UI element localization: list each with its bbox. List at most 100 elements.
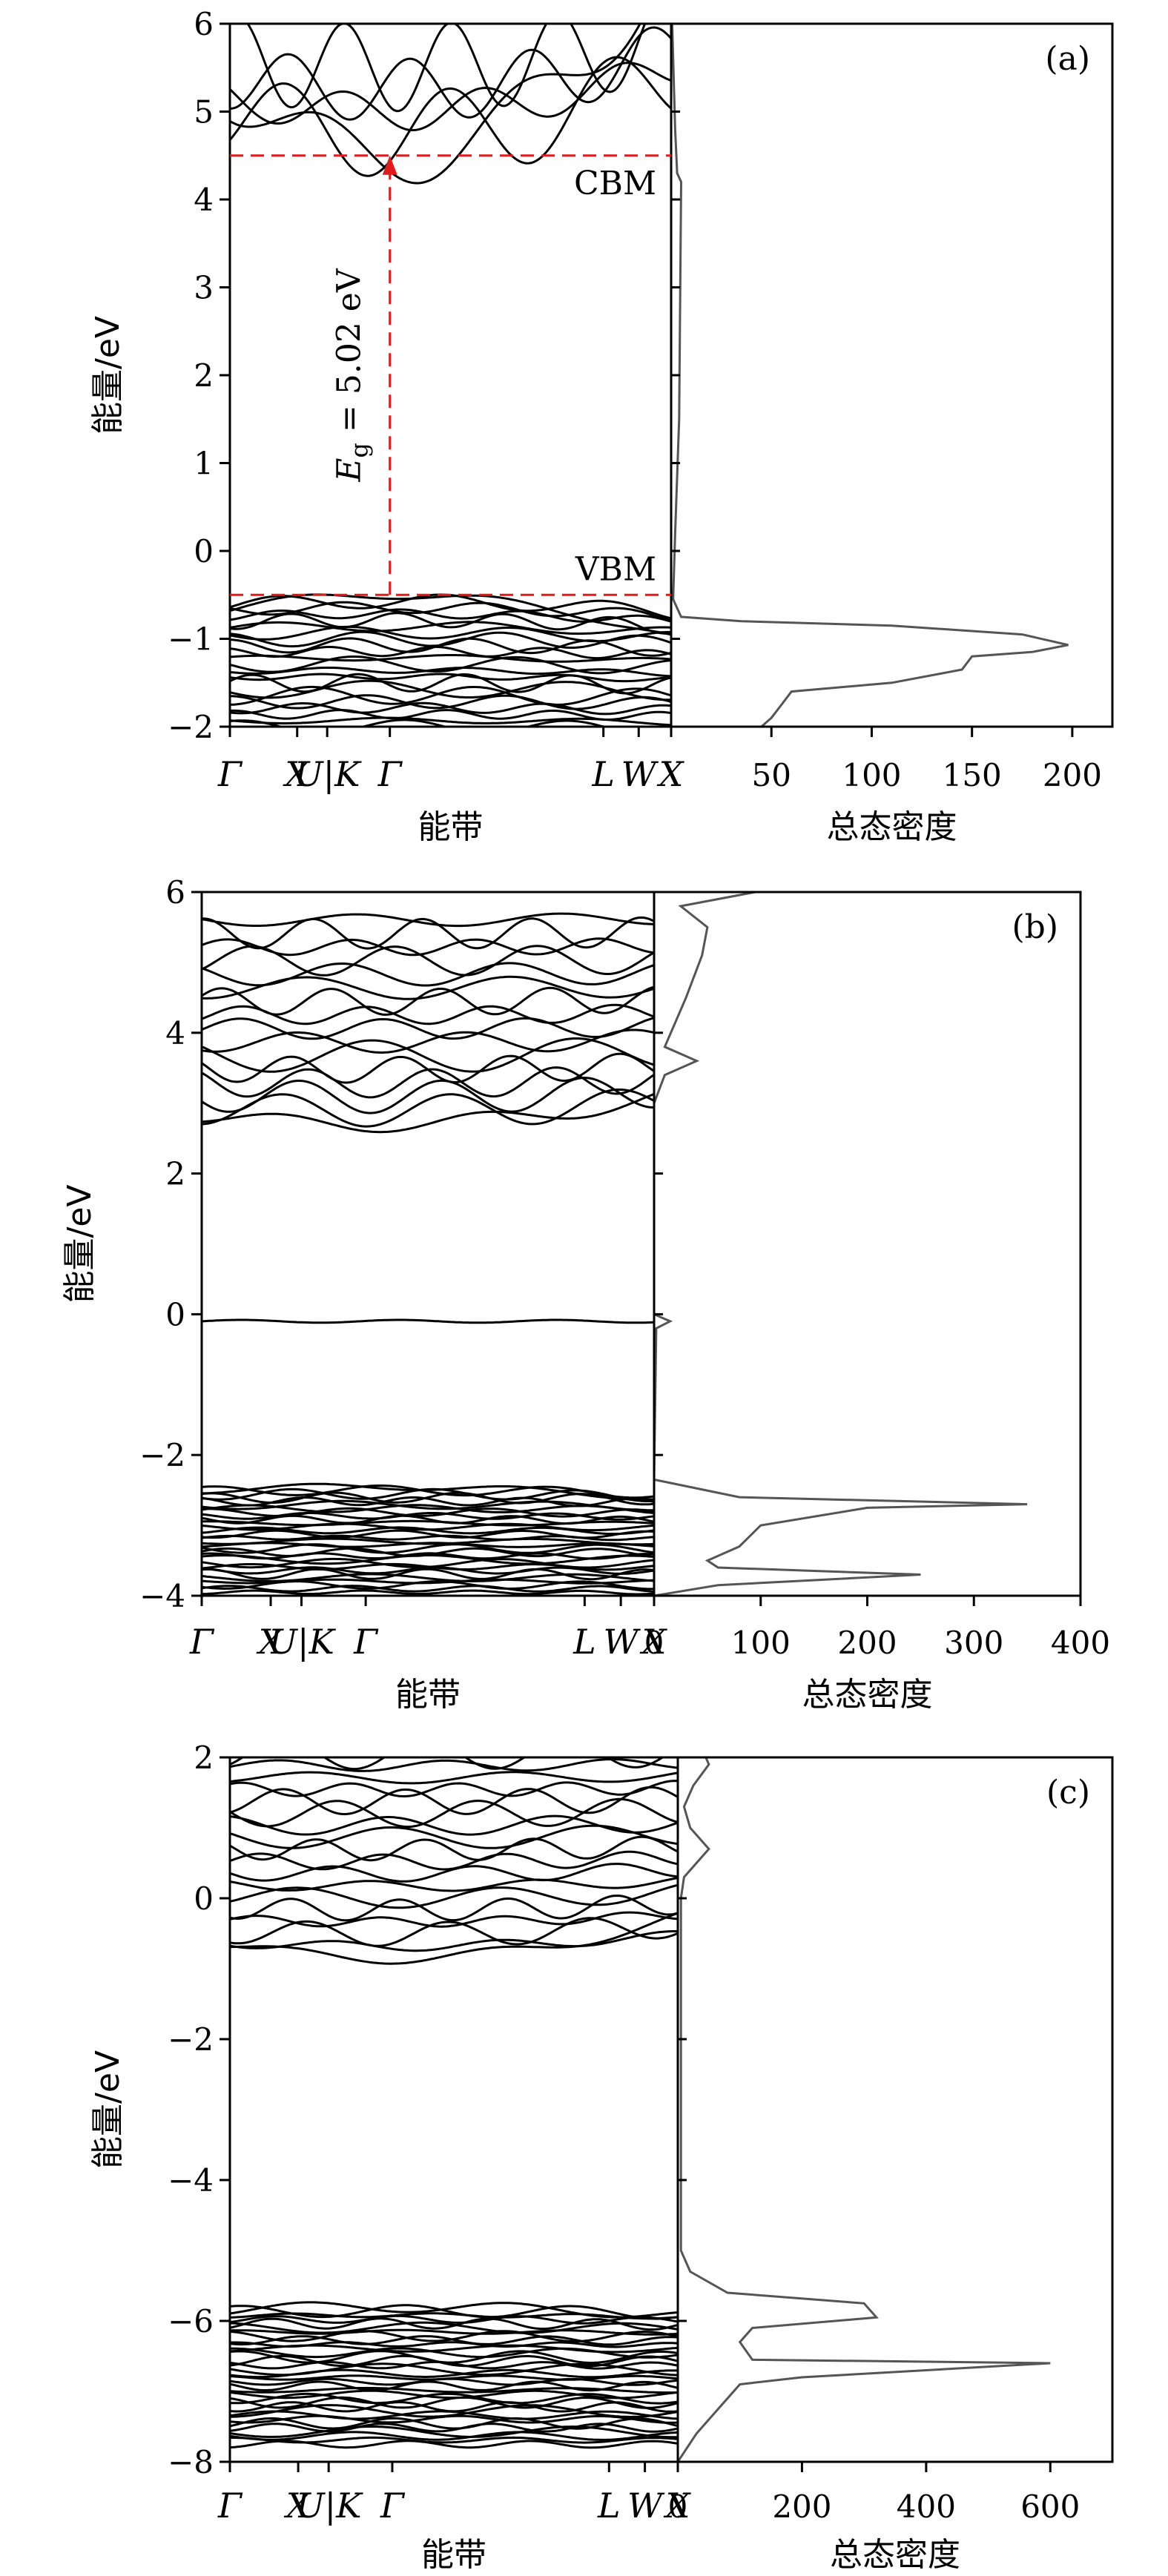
band-line-c-15 [230, 1771, 679, 1785]
band-line-b-6 [202, 1028, 655, 1054]
band-line-c-4 [230, 1894, 679, 1922]
ytick-label-b-0: −4 [139, 1578, 185, 1614]
ytick-label-a-0: −2 [168, 709, 214, 745]
band-line-a-19 [230, 673, 672, 695]
band-line-c-44 [230, 2410, 679, 2420]
ylabel-c: 能量/eV [89, 2050, 127, 2169]
ytick-label-c-5: 2 [194, 1740, 214, 1776]
band-line-b-25 [202, 1511, 655, 1521]
dos-tick-label-b-1: 100 [731, 1625, 791, 1661]
band-line-c-1 [230, 1930, 678, 1952]
kpoint-label-a-4: L [591, 754, 615, 794]
band-line-a-11 [230, 625, 672, 643]
band-line-b-19 [202, 1487, 655, 1502]
band-line-a-18 [230, 673, 672, 683]
band-line-c-0 [230, 1912, 679, 1965]
panel-label-b: (b) [1012, 908, 1059, 946]
band-line-c-9 [230, 1835, 679, 1862]
band-line-c-45 [230, 2414, 679, 2424]
band-line-a-20 [230, 679, 671, 701]
band-line-c-48 [230, 2425, 678, 2439]
kpoint-label-b-3: Γ [353, 1622, 379, 1662]
band-line-b-33 [202, 1542, 655, 1548]
ytick-label-a-8: 6 [194, 6, 214, 42]
dos-tick-label-c-2: 400 [897, 2489, 956, 2525]
band-line-a-15 [230, 654, 672, 663]
ylabel-b: 能量/eV [61, 1185, 99, 1304]
band-line-c-47 [230, 2423, 679, 2433]
dos-xlabel-b: 总态密度 [802, 1676, 933, 1714]
dos-xlabel-c: 总态密度 [830, 2536, 960, 2574]
ytick-label-c-1: −6 [168, 2303, 214, 2339]
band-line-b-44 [202, 1580, 654, 1591]
kpoint-label-a-0: Γ [217, 754, 243, 794]
ytick-label-a-2: 0 [194, 533, 214, 569]
band-line-b-0 [202, 1093, 655, 1134]
band-line-b-14 [202, 916, 655, 950]
ytick-label-a-5: 3 [194, 270, 214, 306]
band-line-c-32 [230, 2360, 679, 2370]
plot-area-b [202, 892, 1028, 1596]
band-line-b-4 [202, 1052, 655, 1084]
band-line-b-36 [202, 1552, 655, 1560]
band-xlabel-a: 能带 [418, 808, 484, 846]
band-line-c-16 [230, 1757, 679, 1772]
band-line-c-49 [230, 2431, 679, 2441]
band-line-c-21 [230, 2314, 679, 2325]
band-line-a-12 [230, 630, 672, 649]
band-line-c-5 [230, 1883, 679, 1909]
ytick-label-a-3: 1 [194, 446, 214, 482]
band-line-a-8 [230, 608, 672, 623]
kpoint-label-a-1: X [283, 754, 311, 794]
ytick-label-b-5: 6 [165, 874, 185, 911]
band-line-b-7 [202, 1017, 655, 1040]
kpoint-label-b-5: W [604, 1622, 641, 1662]
band-line-b-23 [202, 1504, 655, 1514]
band-line-b-1 [202, 1088, 655, 1128]
dos-frame-b [653, 891, 1082, 1597]
band-line-a-10 [230, 621, 672, 635]
band-line-b-13 [202, 937, 655, 957]
band-line-a-17 [230, 666, 672, 678]
panel-label-c: (c) [1046, 1774, 1090, 1812]
dos-tick-label-b-2: 200 [837, 1625, 897, 1661]
band-line-b-10 [202, 975, 655, 1000]
kpoint-label-c-0: Γ [217, 2486, 243, 2526]
dos-tick-label-b-0: 0 [644, 1625, 664, 1661]
band-line-b-16 [202, 1318, 655, 1324]
band-line-b-42 [202, 1573, 655, 1582]
ytick-label-a-1: −1 [168, 621, 214, 658]
band-line-a-23 [230, 701, 672, 716]
band-line-c-2 [230, 1917, 679, 1947]
dos-tick-label-a-0: 50 [752, 757, 791, 793]
band-line-a-26 [230, 719, 608, 727]
ytick-label-a-6: 4 [194, 182, 214, 218]
band-line-a-9 [230, 612, 672, 635]
band-line-b-11 [202, 962, 655, 987]
kpoint-label-a-2: U|K [294, 754, 362, 794]
dos-tick-label-c-3: 600 [1020, 2489, 1080, 2525]
ytick-label-b-4: 4 [165, 1015, 185, 1051]
band-line-c-11 [230, 1814, 679, 1836]
dos-tick-label-c-1: 200 [772, 2489, 831, 2525]
band-line-b-2 [202, 1076, 655, 1114]
plot-area-a [230, 24, 1069, 727]
kpoint-label-b-0: Γ [189, 1622, 215, 1662]
band-line-c-38 [230, 2386, 679, 2394]
ytick-label-a-7: 5 [194, 94, 214, 131]
band-line-c-8 [230, 1850, 679, 1871]
kpoint-label-a-3: Γ [377, 754, 403, 794]
kpoint-label-c-4: L [597, 2486, 621, 2526]
band-line-c-51 [230, 2440, 679, 2449]
band-line-b-31 [202, 1534, 655, 1542]
gap-arrow-head [382, 155, 397, 175]
ytick-label-b-2: 0 [165, 1296, 185, 1332]
ylabel-a: 能量/eV [89, 316, 127, 435]
ytick-label-c-0: −8 [168, 2444, 214, 2480]
dos-tick-label-a-1: 100 [842, 757, 901, 793]
dos-tick-label-a-2: 150 [943, 757, 1002, 793]
cbm-label: CBM [574, 165, 656, 202]
band-line-c-20 [230, 2312, 679, 2320]
